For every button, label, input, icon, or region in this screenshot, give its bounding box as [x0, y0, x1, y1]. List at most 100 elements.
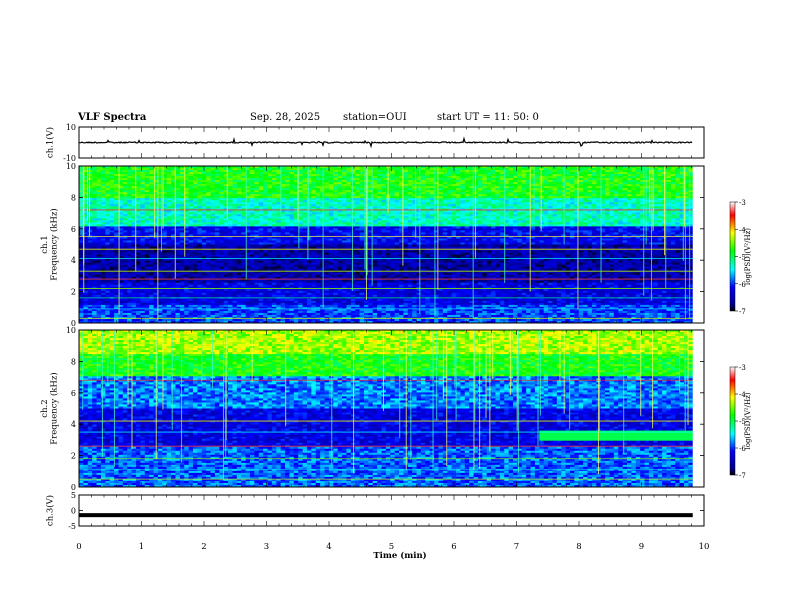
spectrogram-cell [188, 180, 194, 183]
spectrogram-cell [114, 178, 119, 181]
spectrogram-cell [192, 176, 198, 179]
spectrogram-cell [407, 168, 413, 171]
spectrogram-cell [144, 178, 150, 181]
spectrogram-cell [315, 168, 321, 171]
spectrogram-cell [206, 188, 211, 191]
spectrogram-cell [574, 188, 580, 191]
spectrogram-cell [499, 192, 505, 195]
spectrogram-cell [333, 172, 339, 175]
spectrogram-cell [574, 170, 580, 173]
spectrogram-cell [241, 186, 246, 189]
spectrogram-cell [605, 170, 610, 173]
spectrogram-cell [469, 180, 474, 183]
spectrogram-cell [390, 194, 396, 197]
spectrogram-cell [513, 172, 518, 175]
spectrogram-cell [342, 180, 347, 183]
spectrogram-cell [552, 186, 558, 189]
spectrogram-cell [302, 182, 308, 185]
spectrogram-cell [171, 166, 176, 169]
spectrogram-cell [228, 182, 233, 185]
ch1-waveform-line [78, 136, 693, 149]
spectrogram-cell [434, 170, 439, 173]
spectrogram-cell [539, 180, 545, 183]
spectrogram-cell [451, 190, 457, 193]
spectrogram-cell [166, 182, 172, 185]
spectrogram-cell [135, 168, 141, 171]
spectrogram-cell [254, 172, 260, 175]
spectrogram-cell [249, 166, 255, 169]
spectrogram-cell [530, 184, 536, 187]
spectrogram-cell [153, 170, 159, 173]
spectrogram-cell [473, 180, 479, 183]
spectrogram-cell [241, 192, 246, 195]
spectrogram-cell [289, 190, 295, 193]
spectrogram-cell [635, 176, 641, 179]
spectrogram-cell [394, 170, 400, 173]
spectrogram-cell [175, 180, 181, 183]
spectrogram-cell [320, 172, 325, 175]
spectrogram-cell [140, 176, 146, 179]
spectrogram-cell [631, 190, 637, 193]
spectrogram-cell [618, 174, 623, 177]
spectrogram-cell [407, 180, 413, 183]
spectrogram-cell [342, 186, 347, 189]
spectrogram-cell [188, 188, 194, 191]
spectrogram-cell [241, 170, 246, 173]
spectrogram-cell [245, 176, 251, 179]
spectrogram-cell [109, 182, 115, 185]
spectrogram-cell [609, 176, 615, 179]
spectrogram-cell [434, 178, 439, 181]
spectrogram-cell [271, 180, 277, 183]
spectrogram-cell [249, 186, 255, 189]
spectrogram-cell [596, 178, 602, 181]
spectrogram-cell [683, 186, 689, 189]
spectrogram-cell [587, 188, 593, 191]
spectrogram-cell [486, 172, 492, 175]
spectrogram-cell [499, 180, 505, 183]
spectrogram-cell [355, 194, 360, 197]
spectrogram-cell [206, 168, 211, 171]
spectrogram-cell [508, 190, 514, 193]
spectrogram-cell [109, 178, 115, 181]
spectrogram-cell [131, 184, 137, 187]
spectrogram-cell [214, 172, 220, 175]
spectrogram-cell [87, 194, 93, 197]
spectrogram-cell [640, 178, 645, 181]
spectrogram-cell [302, 190, 308, 193]
spectrogram-cell [521, 184, 527, 187]
spectrogram-cell [482, 186, 488, 189]
spectrogram-cell [293, 170, 299, 173]
spectrogram-cell [131, 174, 137, 177]
spectrogram-cell [570, 166, 575, 169]
spectrogram-cell [548, 182, 553, 185]
spectrogram-cell [657, 184, 663, 187]
spectrogram-cell [596, 168, 602, 171]
spectrogram-cell [548, 180, 553, 183]
spectrogram-cell [210, 168, 216, 171]
spectrogram-cell [157, 176, 163, 179]
spectrogram-cell [543, 166, 549, 169]
spectrogram-cell [100, 174, 106, 177]
spectrogram-cell [285, 180, 290, 183]
spectrogram-cell [263, 188, 268, 191]
spectrogram-cell [311, 172, 317, 175]
spectrogram-cell [83, 192, 89, 195]
spectrogram-cell [83, 196, 89, 199]
spectrogram-cell [635, 190, 641, 193]
spectrogram-cell [271, 170, 277, 173]
spectrogram-cell [263, 184, 268, 187]
spectrogram-cell [473, 170, 479, 173]
spectrogram-cell [482, 168, 488, 171]
spectrogram-cell [175, 166, 181, 169]
spectrogram-cell [653, 194, 659, 197]
spectrogram-cell [578, 182, 584, 185]
spectrogram-cell [135, 194, 141, 197]
spectrogram-cell [420, 178, 426, 181]
spectrogram-cell [302, 166, 308, 169]
spectrogram-cell [127, 172, 132, 175]
spectrogram-cell [539, 174, 545, 177]
spectrogram-cell [342, 190, 347, 193]
spectrogram-cell [631, 170, 637, 173]
spectrogram-cell [254, 194, 260, 197]
spectrogram-cell [254, 182, 260, 185]
